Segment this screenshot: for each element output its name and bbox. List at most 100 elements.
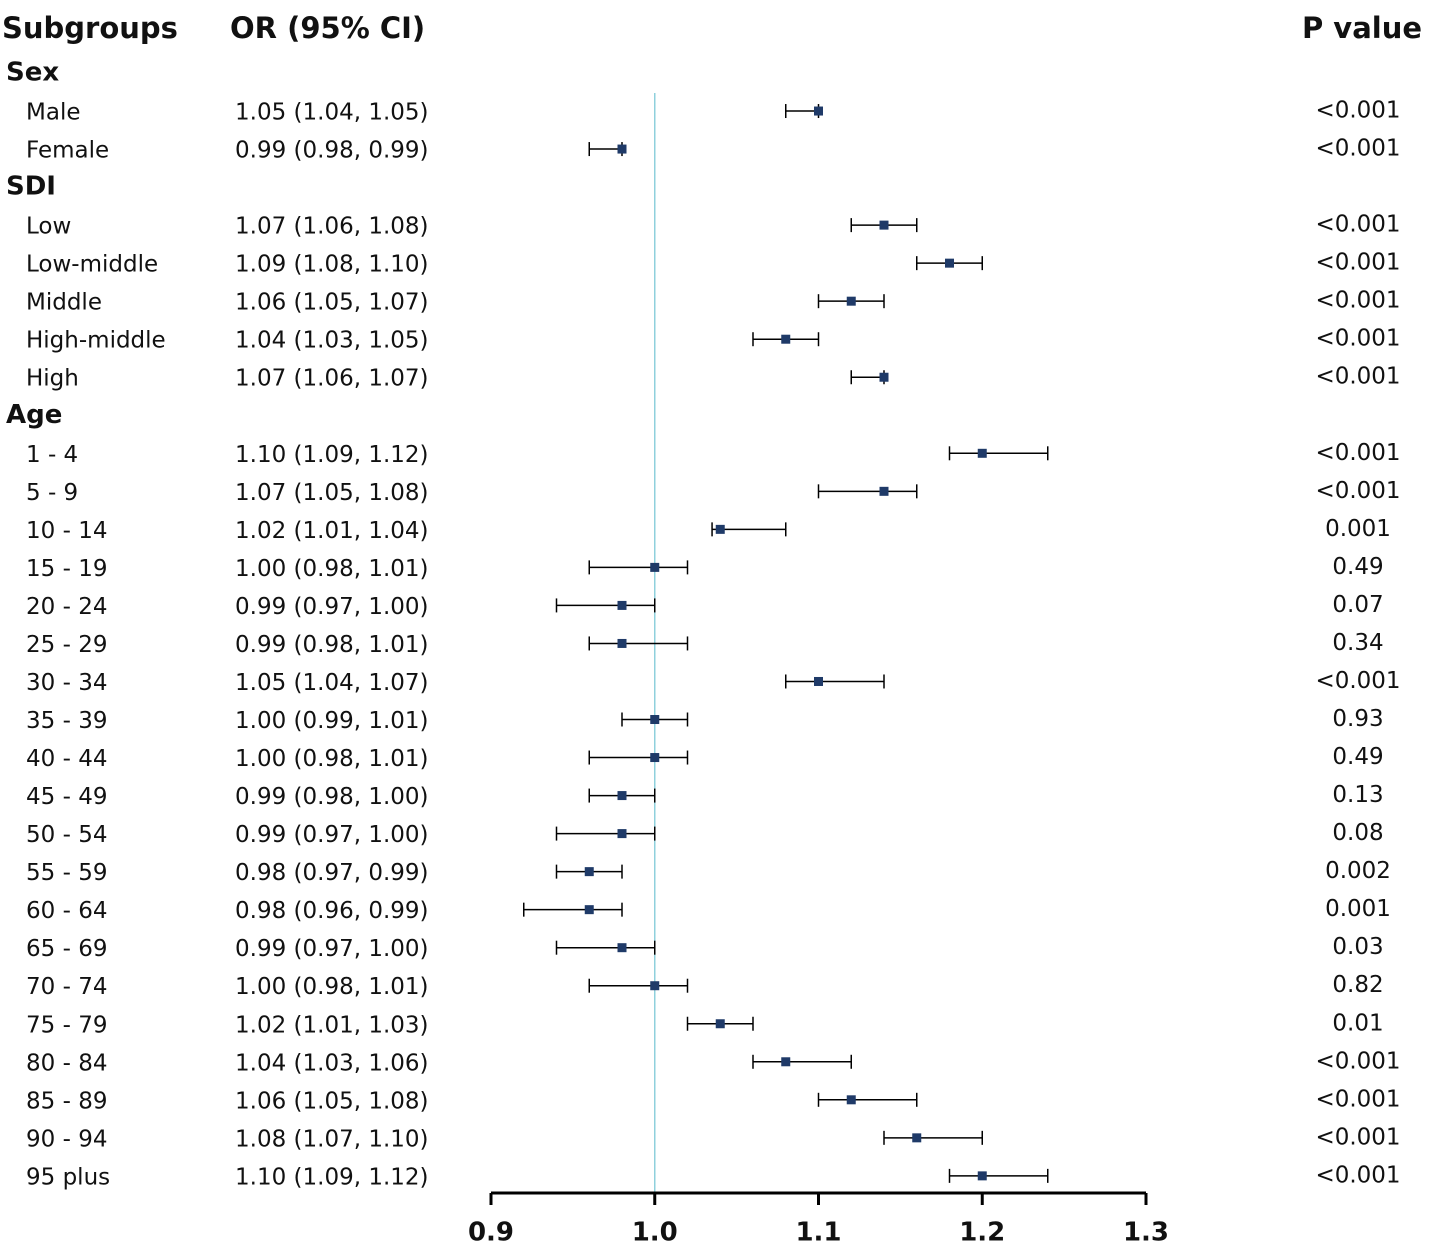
ci-text: 1.07 (1.05, 1.08) [235,480,429,506]
subgroup-label: 65 - 69 [26,936,107,962]
p-value: <0.001 [1315,440,1400,466]
p-value: <0.001 [1315,326,1400,352]
point-estimate [879,220,889,230]
subgroup-label: Low-middle [26,252,158,278]
subgroup-label: 40 - 44 [26,746,107,772]
ci-text: 1.10 (1.09, 1.12) [235,442,429,468]
ci-text: 1.02 (1.01, 1.04) [235,518,429,544]
p-value: <0.001 [1315,1048,1400,1074]
point-estimate [617,829,627,839]
subgroup-label: 75 - 79 [26,1012,107,1038]
p-value: <0.001 [1315,1086,1400,1112]
p-value: <0.001 [1315,364,1400,390]
p-value: <0.001 [1315,212,1400,238]
subgroup-label: 90 - 94 [26,1126,107,1152]
point-estimate [650,715,660,725]
point-estimate [584,867,594,877]
p-value: <0.001 [1315,668,1400,694]
point-estimate [715,1019,725,1029]
subgroup-label: 60 - 64 [26,898,107,924]
point-estimate [617,600,627,610]
ci-text: 0.99 (0.98, 1.01) [235,632,429,658]
subgroup-label: High [26,366,79,392]
p-value: <0.001 [1315,250,1400,276]
point-estimate [781,1057,791,1067]
ci-text: 1.08 (1.07, 1.10) [235,1126,429,1152]
subgroup-label: 70 - 74 [26,974,107,1000]
subgroup-label: Female [26,138,109,164]
ci-text: 1.05 (1.04, 1.07) [235,670,429,696]
point-estimate [846,296,856,306]
ci-text: 0.99 (0.97, 1.00) [235,822,429,848]
ci-text: 0.99 (0.98, 0.99) [235,138,429,164]
ci-text: 1.04 (1.03, 1.06) [235,1050,429,1076]
p-value: <0.001 [1315,1162,1400,1188]
x-tick-label: 1.3 [1123,1218,1169,1248]
p-value: 0.001 [1325,896,1391,922]
p-header: P value [1302,11,1422,45]
ci-text: 1.10 (1.09, 1.12) [235,1164,429,1190]
x-tick-label: 1.2 [959,1218,1005,1248]
p-value: <0.001 [1315,136,1400,162]
point-estimate [912,1133,922,1143]
group-label: Age [6,400,62,430]
subgroup-label: 10 - 14 [26,518,107,544]
subgroup-label: 20 - 24 [26,594,107,620]
group-label: SDI [6,172,56,202]
p-value: 0.002 [1325,858,1391,884]
p-value: 0.82 [1332,972,1383,998]
p-value: 0.01 [1332,1010,1383,1036]
ci-text: 1.06 (1.05, 1.07) [235,290,429,316]
subgroup-label: 5 - 9 [26,480,78,506]
subgroup-label: 55 - 59 [26,860,107,886]
ci-text: 1.05 (1.04, 1.05) [235,100,429,126]
p-value: 0.49 [1332,744,1383,770]
subgroup-label: High-middle [26,328,166,354]
p-value: 0.34 [1332,630,1383,656]
point-estimate [650,981,660,991]
point-estimate [846,1095,856,1105]
subgroup-label: 95 plus [26,1164,110,1190]
subgroup-label: 45 - 49 [26,784,107,810]
point-estimate [977,448,987,458]
ci-text: 1.00 (0.98, 1.01) [235,556,429,582]
subgroup-label: 1 - 4 [26,442,78,468]
ci-text: 1.07 (1.06, 1.07) [235,366,429,392]
ci-text: 1.04 (1.03, 1.05) [235,328,429,354]
ci-text: 0.99 (0.97, 1.00) [235,936,429,962]
p-value: 0.03 [1332,934,1383,960]
x-tick-label: 1.0 [632,1218,678,1248]
p-value: <0.001 [1315,288,1400,314]
ci-text: 0.98 (0.96, 0.99) [235,898,429,924]
ci-text: 1.06 (1.05, 1.08) [235,1088,429,1114]
ci-text: 1.00 (0.99, 1.01) [235,708,429,734]
point-estimate [879,372,889,382]
subgroup-label: 30 - 34 [26,670,107,696]
ci-text: 1.09 (1.08, 1.10) [235,252,429,278]
subgroup-label: Male [26,100,80,126]
point-estimate [715,524,725,534]
point-estimate [650,753,660,763]
group-label: Sex [6,58,59,88]
p-value: 0.07 [1332,592,1383,618]
p-value: <0.001 [1315,98,1400,124]
point-estimate [617,943,627,953]
subgroup-label: 15 - 19 [26,556,107,582]
point-estimate [617,144,627,154]
point-estimate [650,562,660,572]
ci-text: 0.99 (0.98, 1.00) [235,784,429,810]
x-tick-label: 0.9 [468,1218,514,1248]
p-value: 0.13 [1332,782,1383,808]
ci-text: 0.98 (0.97, 0.99) [235,860,429,886]
p-value: 0.001 [1325,516,1391,542]
p-value: <0.001 [1315,1124,1400,1150]
subgroup-header: Subgroups [2,11,178,45]
point-estimate [617,791,627,801]
point-estimate [879,486,889,496]
subgroup-label: 50 - 54 [26,822,107,848]
p-value: 0.08 [1332,820,1383,846]
p-value: 0.49 [1332,554,1383,580]
subgroup-label: Middle [26,290,102,316]
subgroup-label: 80 - 84 [26,1050,107,1076]
point-estimate [977,1171,987,1181]
